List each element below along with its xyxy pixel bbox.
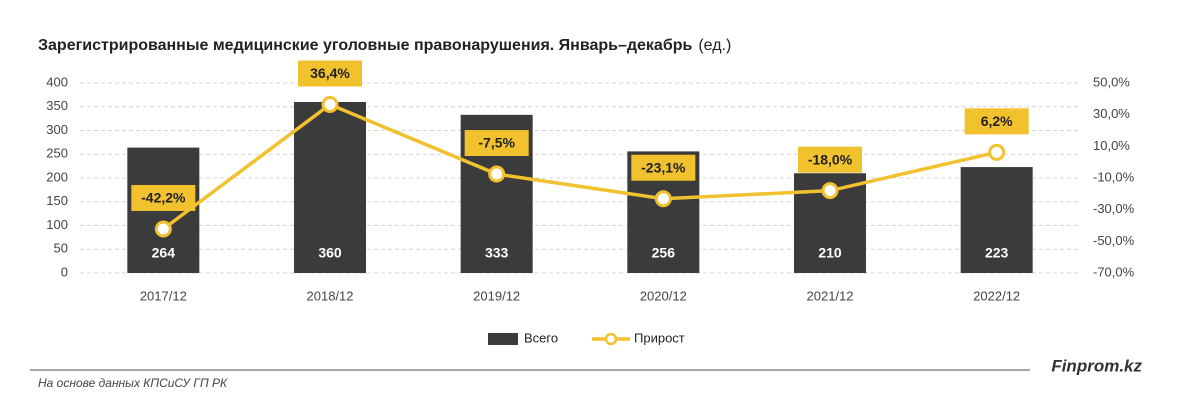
point: [654, 190, 672, 208]
data-label: -18,0%: [808, 151, 853, 167]
label-box: [464, 130, 529, 157]
source: На основе данных КПСиСУ ГП РК: [38, 376, 228, 390]
bar-value-label: 223: [985, 245, 1009, 261]
point: [488, 165, 506, 183]
brand: Finprom.kz: [1051, 356, 1142, 375]
y-tick-label: 0: [61, 264, 68, 279]
label-box: [964, 108, 1029, 135]
x-tick-label: 2019/12: [473, 288, 520, 303]
legend-swatch: [488, 333, 518, 345]
y2-tick-label: -30,0%: [1093, 201, 1135, 216]
y-tick-label: 100: [46, 217, 68, 232]
unit: (ед.): [698, 37, 731, 54]
y-tick-label: 250: [46, 146, 68, 161]
y2-tick-label: -10,0%: [1093, 169, 1135, 184]
y2-tick-label: 30,0%: [1093, 106, 1130, 121]
y-tick-label: 350: [46, 98, 68, 113]
x-tick-label: 2021/12: [807, 288, 854, 303]
bar-value-label: 333: [485, 245, 509, 261]
y-tick-label: 300: [46, 122, 68, 137]
chart-title: Зарегистрированные медицинские уголовные…: [38, 37, 731, 54]
x-tick-label: 2020/12: [640, 288, 687, 303]
y2-tick-label: 10,0%: [1093, 138, 1130, 153]
label-box: [131, 184, 196, 211]
bar: [960, 167, 1033, 273]
label-box: [631, 154, 696, 181]
x-tick-label: 2017/12: [140, 288, 187, 303]
y-tick-label: 400: [46, 74, 68, 89]
bar-value-label: 256: [652, 245, 676, 261]
y-tick-label: 200: [46, 169, 68, 184]
title: Зарегистрированные медицинские уголовные…: [38, 37, 692, 54]
y2-tick-label: -70,0%: [1093, 264, 1135, 279]
legend-label: Прирост: [634, 330, 685, 345]
data-label: -23,1%: [641, 159, 686, 175]
data-label: 6,2%: [981, 113, 1013, 129]
point: [321, 96, 339, 114]
bar-value-label: 360: [318, 245, 342, 261]
line: [162, 102, 998, 231]
y-tick-label: 150: [46, 193, 68, 208]
label-box: [298, 60, 362, 87]
data-label: 36,4%: [310, 65, 350, 81]
x-tick-label: 2022/12: [973, 288, 1020, 303]
data-label: -42,2%: [141, 190, 186, 206]
point: [821, 182, 839, 200]
data-label: -7,5%: [478, 135, 515, 151]
point: [988, 143, 1006, 161]
y2-tick-label: -50,0%: [1093, 233, 1135, 248]
x-tick-label: 2018/12: [307, 288, 354, 303]
y2-tick-label: 50,0%: [1093, 74, 1130, 89]
point: [154, 220, 172, 238]
bar: [294, 102, 366, 273]
y-tick-label: 50: [54, 241, 68, 256]
legend-marker: [604, 332, 618, 346]
label-box: [798, 146, 862, 173]
bar-value-label: 210: [818, 245, 842, 261]
legend-label: Всего: [524, 330, 558, 345]
bar-value-label: 264: [152, 245, 176, 261]
